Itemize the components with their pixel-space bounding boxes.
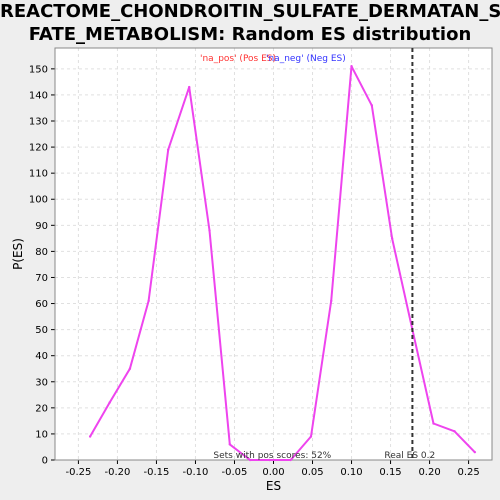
data-point <box>432 422 435 425</box>
x-tick-label: -0.25 <box>65 467 91 478</box>
y-tick-label: 30 <box>35 377 48 388</box>
annotations: Real ES 0.2 Sets with pos scores: 52% 'na_… <box>200 48 435 461</box>
chart-title-line-1: REACTOME_CHONDROITIN_SULFATE_DERMATAN_SU… <box>0 1 500 22</box>
y-tick-label: 130 <box>29 117 48 128</box>
data-point <box>88 435 92 438</box>
data-point <box>453 430 456 433</box>
y-tick-label: 50 <box>35 325 48 336</box>
x-tick-label: -0.20 <box>104 467 130 478</box>
chart-title: REACTOME_CHONDROITIN_SULFATE_DERMATAN_SU… <box>0 0 500 46</box>
pos-scores-annotation: Sets with pos scores: 52% <box>213 451 331 461</box>
y-tick-label: 20 <box>35 403 48 414</box>
y-tick-label: 10 <box>35 429 48 440</box>
y-tick-label: 120 <box>29 143 48 154</box>
chart-title-line-2: FATE_METABOLISM: Random ES distribution <box>28 24 472 45</box>
x-tick-label: 0.05 <box>301 467 323 478</box>
legend-entry-pos: 'na_pos' (Pos ES) <box>200 54 276 64</box>
x-tick-label: 0.15 <box>379 467 401 478</box>
series-line-0 <box>89 65 476 461</box>
y-tick-label: 0 <box>42 456 48 467</box>
data-point <box>330 299 333 303</box>
data-point <box>370 104 374 107</box>
data-point <box>268 458 271 462</box>
data-point <box>147 299 150 303</box>
data-point <box>350 65 353 68</box>
data-point <box>188 85 191 89</box>
y-tick-label: 90 <box>35 221 48 232</box>
real-es-label: Real ES 0.2 <box>384 451 435 461</box>
x-tick-label: 0.00 <box>262 467 284 478</box>
x-tick-label: -0.10 <box>183 467 209 478</box>
y-tick-label: 70 <box>35 273 48 284</box>
data-point <box>228 443 231 446</box>
y-tick-label: 40 <box>35 351 48 362</box>
x-axis-label: ES <box>266 479 281 493</box>
data-point <box>208 229 211 232</box>
series-layer <box>88 65 477 462</box>
grid-lines <box>55 48 492 461</box>
legend-entry-neg: 'na_neg' (Neg ES) <box>266 54 346 64</box>
x-tick-label: 0.10 <box>340 467 362 478</box>
y-tick-label: 150 <box>29 64 48 75</box>
y-tick-label: 100 <box>29 195 48 206</box>
y-tick-label: 110 <box>29 169 48 180</box>
y-tick-label: 80 <box>35 247 48 258</box>
x-tick-label: 0.20 <box>418 467 440 478</box>
y-tick-label: 60 <box>35 299 48 310</box>
axes: 0 10 20 30 40 50 60 70 80 90 100 110 120 130 140 150 -0.… <box>29 47 493 478</box>
y-axis-label: P(ES) <box>11 238 25 270</box>
y-tick-label: 140 <box>29 90 48 101</box>
data-point <box>309 435 313 438</box>
data-point <box>390 237 394 240</box>
data-point <box>289 458 292 462</box>
data-point <box>108 401 111 404</box>
x-tick-label: 0.25 <box>457 467 479 478</box>
data-point <box>128 367 132 370</box>
data-point <box>166 148 170 151</box>
x-tick-label: -0.15 <box>144 467 170 478</box>
x-tick-label: -0.05 <box>222 467 248 478</box>
data-point <box>248 458 252 462</box>
data-point <box>473 450 477 454</box>
